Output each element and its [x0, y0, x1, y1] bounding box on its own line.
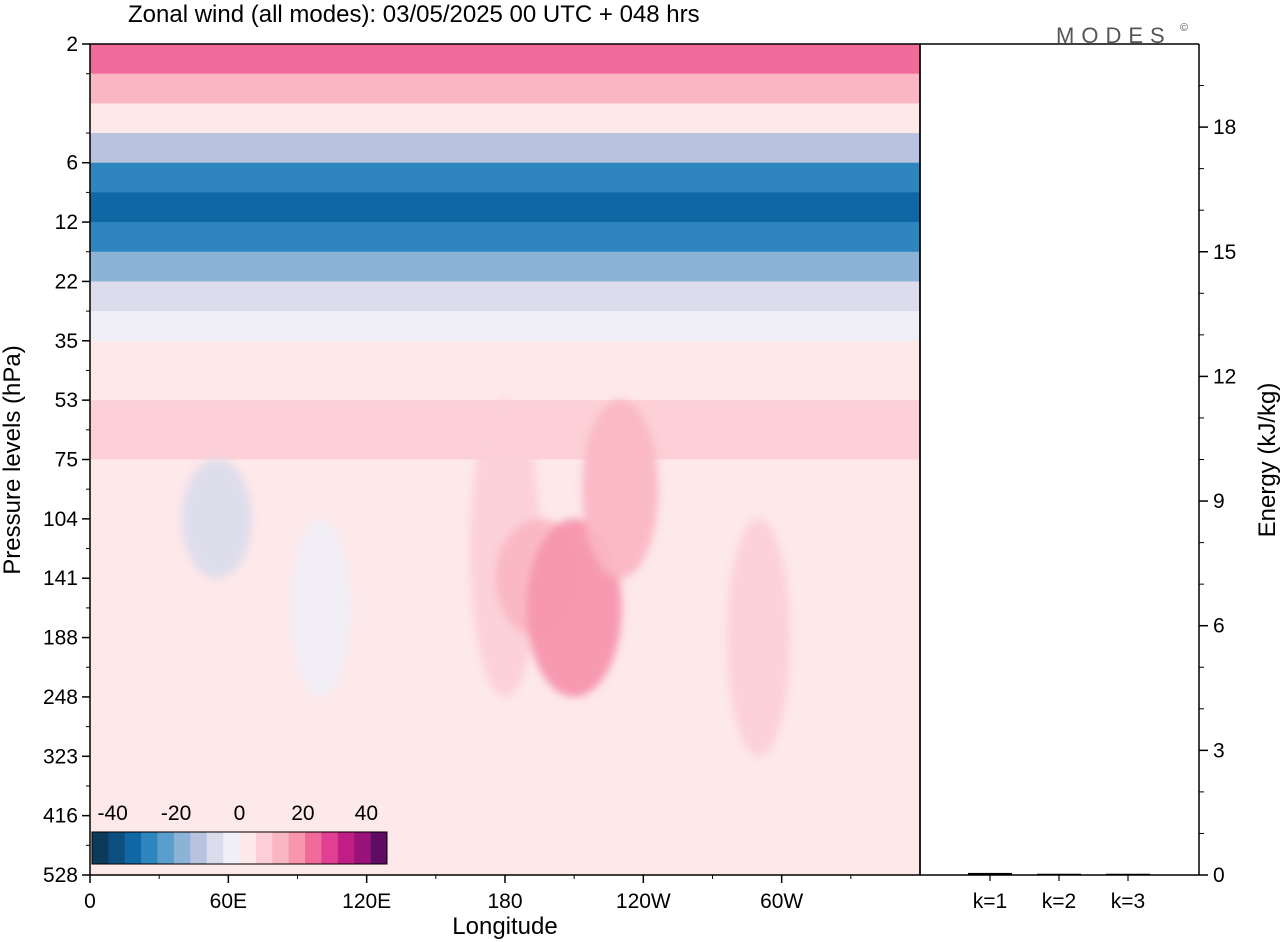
energy-bar [1037, 873, 1081, 876]
colorbar-label: 20 [291, 802, 314, 825]
energy-axis: 0 3 6 9 12 15 18 [1199, 85, 1236, 887]
x-tick-label: 0 [84, 890, 96, 913]
energy-tick-label: 3 [1213, 739, 1225, 762]
x-tick-label: 120W [616, 890, 671, 913]
colorbar-cell [272, 832, 289, 864]
colorbar-cell [305, 832, 322, 864]
x-tick-label: 60W [760, 890, 803, 913]
colorbar-cell [239, 832, 257, 864]
field-feature-easterly-pocket-60E [182, 459, 252, 579]
field-band [90, 251, 920, 282]
field-band [90, 73, 920, 104]
y-tick-label: 2 [66, 33, 78, 56]
energy-tick-label: 6 [1213, 615, 1225, 638]
x-tick-label: 60E [210, 890, 247, 913]
y-tick-label: 323 [43, 745, 78, 768]
colorbar-label: -20 [161, 802, 191, 825]
colorbar-cell [337, 832, 355, 864]
field-feature-easterly-streak-100E [290, 518, 351, 697]
x-tick-label: 120E [342, 890, 391, 913]
colorbar-cell [124, 832, 142, 864]
y-tick-label: 35 [55, 330, 78, 353]
y-tick-label: 188 [43, 627, 78, 650]
energy-axis-label: Energy (kJ/kg) [1254, 383, 1280, 538]
colorbar-labels: -40 -20 0 20 40 [97, 802, 378, 825]
colorbar: -40 -20 0 20 40 [91, 802, 388, 865]
y-tick-label: 141 [43, 567, 78, 590]
colorbar-frame [91, 831, 388, 865]
field-band [90, 44, 920, 75]
field-band [90, 103, 920, 134]
x-axis-label: Longitude [452, 913, 557, 940]
modes-logo-mark: © [1180, 22, 1188, 34]
field-band [90, 192, 920, 223]
field-band [90, 281, 920, 312]
field-feature-westerly-max-150W [526, 518, 622, 697]
field-band [90, 222, 920, 253]
energy-category-label: k=2 [1042, 890, 1076, 913]
y-axis-label: Pressure levels (hPa) [0, 345, 26, 574]
y-tick-label: 22 [55, 270, 78, 293]
energy-bar [968, 872, 1012, 875]
colorbar-cell [108, 832, 126, 864]
energy-bar [1106, 873, 1150, 876]
colorbar-cell [354, 832, 371, 864]
chart-title: Zonal wind (all modes): 03/05/2025 00 UT… [128, 1, 700, 28]
y-tick-label: 104 [43, 508, 78, 531]
energy-category-label: k=3 [1111, 890, 1145, 913]
y-tick-label: 248 [43, 686, 78, 709]
energy-category-label: k=1 [973, 890, 1007, 913]
colorbar-cell [190, 832, 208, 864]
energy-tick-label: 15 [1213, 241, 1236, 264]
colorbar-cell [370, 832, 388, 864]
colorbar-label: 0 [234, 802, 246, 825]
field-feature-westerly-70W [727, 518, 791, 757]
energy-tick-label: 9 [1213, 490, 1225, 513]
colorbar-cell [173, 832, 191, 864]
energy-bars [968, 872, 1150, 876]
field-band [90, 340, 920, 401]
colorbar-cell [92, 832, 109, 864]
field-features [182, 400, 791, 757]
colorbar-cell [288, 832, 306, 864]
wind-heatmap [90, 44, 920, 875]
y-tick-label: 53 [55, 389, 78, 412]
field-band [90, 311, 920, 342]
field-band [90, 162, 920, 193]
energy-tick-label: 18 [1213, 116, 1236, 139]
energy-tick-label: 0 [1213, 864, 1225, 887]
field-feature-westerly-130W [582, 400, 659, 579]
colorbar-cell [223, 832, 240, 864]
energy-categories: k=1 k=2 k=3 [973, 875, 1145, 913]
colorbar-cell [255, 832, 273, 864]
field-band [90, 133, 920, 164]
x-tick-label: 180 [487, 890, 522, 913]
y-tick-label: 416 [43, 805, 78, 828]
longitude-axis: 0 60E 120E 180 120W 60W [84, 875, 852, 913]
pressure-axis: 2 6 12 22 35 53 75 104 141 188 248 323 416 528 [43, 33, 90, 887]
colorbar-cell [157, 832, 175, 864]
y-tick-label: 12 [55, 211, 78, 234]
colorbar-cells [92, 832, 388, 864]
colorbar-cell [206, 832, 224, 864]
energy-panel: 0 3 6 9 12 15 18 k=1 k=2 k=3 Energy (kJ/kg) [919, 43, 1280, 913]
colorbar-label: 40 [355, 802, 378, 825]
energy-tick-label: 12 [1213, 365, 1236, 388]
y-tick-label: 75 [55, 449, 78, 472]
y-tick-label: 528 [43, 864, 78, 887]
y-tick-label: 6 [66, 152, 78, 175]
colorbar-label: -40 [97, 802, 127, 825]
colorbar-cell [321, 832, 339, 864]
colorbar-cell [141, 832, 158, 864]
